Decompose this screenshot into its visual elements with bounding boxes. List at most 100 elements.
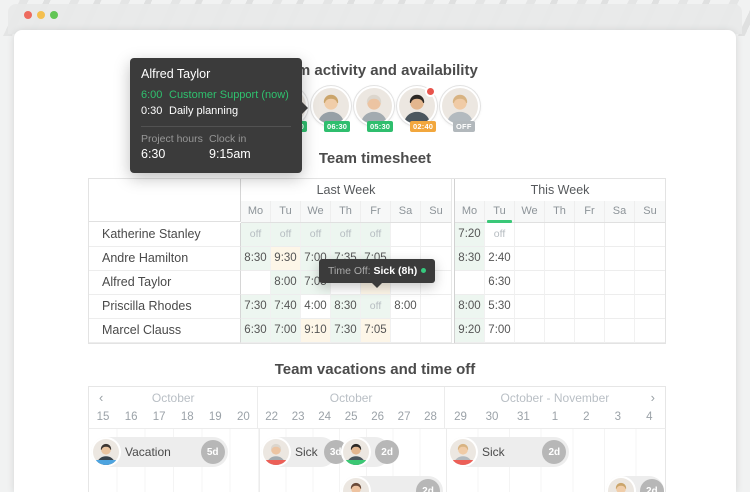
timesheet-cell[interactable] [605, 295, 635, 319]
timesheet-cell[interactable] [421, 223, 451, 247]
member-avatar[interactable]: 06:30 [311, 86, 353, 132]
week-divider [451, 223, 455, 247]
timesheet-cell[interactable]: 5:30 [485, 295, 515, 319]
day-header-row: Mo Tu We Th Fr Sa Su [455, 201, 665, 223]
prev-week-button[interactable]: ‹ [99, 390, 104, 405]
timesheet-cell[interactable] [391, 223, 421, 247]
timesheet-cell[interactable] [575, 223, 605, 247]
tooltip-activity-past: 0:30 Daily planning [141, 103, 291, 119]
timeoff-bar[interactable]: 2d [341, 476, 443, 492]
timeoff-bar[interactable]: 2d [341, 437, 400, 467]
timesheet-cell[interactable]: 9:20 [455, 319, 485, 343]
timeoff-label: Sick [295, 445, 318, 459]
timesheet-cell[interactable] [605, 319, 635, 343]
timesheet-cell[interactable] [545, 319, 575, 343]
timesheet-cell[interactable]: off [361, 223, 391, 247]
member-activity-tooltip: Alfred Taylor 6:00 Customer Support (now… [130, 58, 308, 173]
timesheet-cell[interactable]: off [361, 295, 391, 319]
timesheet-cell[interactable]: 9:30 [271, 247, 301, 271]
timesheet-cell[interactable] [545, 271, 575, 295]
duration-badge: 2d [415, 479, 440, 492]
timesheet-cell[interactable]: off [331, 223, 361, 247]
timesheet-cell[interactable]: 8:00 [271, 271, 301, 295]
timesheet-cell[interactable]: 9:10 [301, 319, 331, 343]
timesheet-cell[interactable]: 4:00 [301, 295, 331, 319]
timesheet-cell[interactable] [515, 271, 545, 295]
timesheet-cell[interactable] [575, 247, 605, 271]
timesheet-cell[interactable]: 8:00 [455, 295, 485, 319]
timesheet-cell[interactable] [575, 295, 605, 319]
timesheet-cell[interactable] [391, 319, 421, 343]
status-dot-icon [421, 268, 427, 273]
timesheet-cell[interactable] [605, 247, 635, 271]
date-cell: 19 [208, 411, 222, 423]
timesheet-cell[interactable]: 7:40 [271, 295, 301, 319]
timeoff-bar[interactable]: Vacation 5d [91, 437, 228, 467]
timesheet-cell[interactable]: off [241, 223, 271, 247]
member-avatar[interactable]: 02:40 [397, 86, 439, 132]
week-group-header: This Week Mo Tu We Th Fr Sa Su [455, 179, 665, 223]
timesheet-cell[interactable]: 7:30 [241, 295, 271, 319]
timesheet-cell[interactable]: 7:05 [361, 319, 391, 343]
timesheet-cell[interactable] [241, 271, 271, 295]
timesheet-cell[interactable] [635, 271, 665, 295]
month-label: October - November › [445, 387, 665, 407]
timesheet-cell[interactable]: 8:30 [331, 295, 361, 319]
week-panel-header: October ‹ 15 16 17 18 19 20 [89, 387, 259, 428]
timesheet-cell[interactable]: off [301, 223, 331, 247]
timesheet-cell[interactable] [515, 295, 545, 319]
date-cell: 17 [152, 411, 166, 423]
timesheet-cell[interactable]: 8:30 [455, 247, 485, 271]
member-avatar[interactable]: 05:30 [354, 86, 396, 132]
month-label: October [329, 391, 373, 405]
timesheet-cell[interactable] [331, 271, 361, 295]
day-header: We [515, 201, 545, 222]
window-close-button[interactable] [24, 11, 32, 19]
timesheet-cell[interactable] [421, 319, 451, 343]
timesheet-cell[interactable] [391, 271, 421, 295]
timesheet-cell[interactable]: 8:30 [241, 247, 271, 271]
timesheet-cell[interactable] [575, 319, 605, 343]
timesheet-section-title: Team timesheet [318, 150, 432, 167]
timesheet-cell[interactable]: 7:20 [455, 223, 485, 247]
member-avatar[interactable]: OFF [440, 86, 482, 132]
timesheet-cell[interactable]: 7:30 [331, 319, 361, 343]
timesheet-cell[interactable] [605, 223, 635, 247]
timesheet-cell[interactable]: off [271, 223, 301, 247]
timeoff-bar[interactable]: 2d [605, 476, 664, 492]
timesheet-cell[interactable]: 6:30 [241, 319, 271, 343]
timesheet-cell[interactable] [635, 319, 665, 343]
timesheet-cell[interactable]: 6:30 [485, 271, 515, 295]
project-hours-value: 6:30 [141, 147, 166, 161]
timesheet-cell[interactable] [515, 319, 545, 343]
week-panel-header: October - November › 29 30 31 1 2 3 4 [445, 387, 665, 428]
timesheet-cell[interactable] [455, 271, 485, 295]
clock-in-value: 9:15am [209, 147, 251, 161]
window-minimize-button[interactable] [37, 11, 45, 19]
timesheet-cell[interactable] [421, 247, 451, 271]
timesheet-cell[interactable] [635, 295, 665, 319]
next-week-button[interactable]: › [650, 390, 655, 405]
timesheet-cell[interactable]: 2:40 [485, 247, 515, 271]
tooltip-activity-current: 6:00 Customer Support (now) [141, 87, 291, 103]
timesheet-cell[interactable]: off [485, 223, 515, 247]
timesheet-cell[interactable]: 8:00 [391, 295, 421, 319]
timesheet-cell[interactable]: 7:00 [485, 319, 515, 343]
worked-hours-badge: 05:30 [367, 120, 394, 132]
timesheet-cell[interactable] [545, 247, 575, 271]
timesheet-cell[interactable] [545, 223, 575, 247]
timesheet-cell[interactable] [575, 271, 605, 295]
vacations-section-title: Team vacations and time off [274, 361, 476, 378]
timeoff-bar[interactable]: Sick 2d [448, 437, 570, 467]
window-zoom-button[interactable] [50, 11, 58, 19]
timesheet-cell[interactable]: 7:00 [271, 319, 301, 343]
timesheet-cell[interactable] [515, 247, 545, 271]
timesheet-cell[interactable] [545, 295, 575, 319]
timeoff-bar[interactable]: Sick 3d [261, 437, 348, 467]
timesheet-cell[interactable] [515, 223, 545, 247]
timesheet-cell[interactable] [421, 295, 451, 319]
timesheet-cell[interactable] [635, 247, 665, 271]
timesheet-cell[interactable] [421, 271, 451, 295]
timesheet-cell[interactable] [605, 271, 635, 295]
timesheet-cell[interactable] [635, 223, 665, 247]
